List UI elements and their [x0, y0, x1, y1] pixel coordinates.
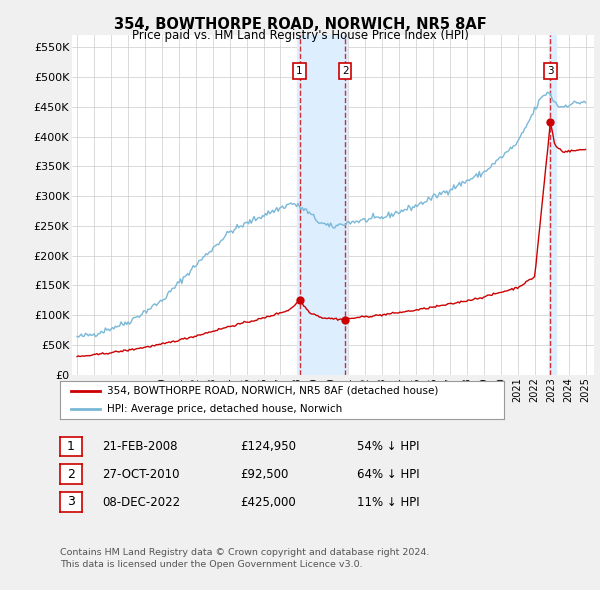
Text: 64% ↓ HPI: 64% ↓ HPI — [357, 468, 419, 481]
Text: 11% ↓ HPI: 11% ↓ HPI — [357, 496, 419, 509]
Text: 27-OCT-2010: 27-OCT-2010 — [102, 468, 179, 481]
Text: 1: 1 — [296, 66, 303, 76]
Text: Price paid vs. HM Land Registry's House Price Index (HPI): Price paid vs. HM Land Registry's House … — [131, 30, 469, 42]
Text: 354, BOWTHORPE ROAD, NORWICH, NR5 8AF: 354, BOWTHORPE ROAD, NORWICH, NR5 8AF — [113, 17, 487, 31]
Text: 08-DEC-2022: 08-DEC-2022 — [102, 496, 180, 509]
Text: 21-FEB-2008: 21-FEB-2008 — [102, 440, 178, 453]
Text: £92,500: £92,500 — [240, 468, 289, 481]
Text: 2: 2 — [342, 66, 349, 76]
Text: 3: 3 — [547, 66, 554, 76]
Text: 3: 3 — [67, 495, 75, 509]
Text: Contains HM Land Registry data © Crown copyright and database right 2024.
This d: Contains HM Land Registry data © Crown c… — [60, 548, 430, 569]
Text: 1: 1 — [67, 440, 75, 453]
Text: 2: 2 — [67, 467, 75, 481]
Text: £124,950: £124,950 — [240, 440, 296, 453]
Text: £425,000: £425,000 — [240, 496, 296, 509]
Bar — [298, 35, 347, 375]
Text: HPI: Average price, detached house, Norwich: HPI: Average price, detached house, Norw… — [107, 404, 342, 414]
Text: 354, BOWTHORPE ROAD, NORWICH, NR5 8AF (detached house): 354, BOWTHORPE ROAD, NORWICH, NR5 8AF (d… — [107, 386, 438, 396]
Bar — [549, 35, 556, 375]
Text: 54% ↓ HPI: 54% ↓ HPI — [357, 440, 419, 453]
